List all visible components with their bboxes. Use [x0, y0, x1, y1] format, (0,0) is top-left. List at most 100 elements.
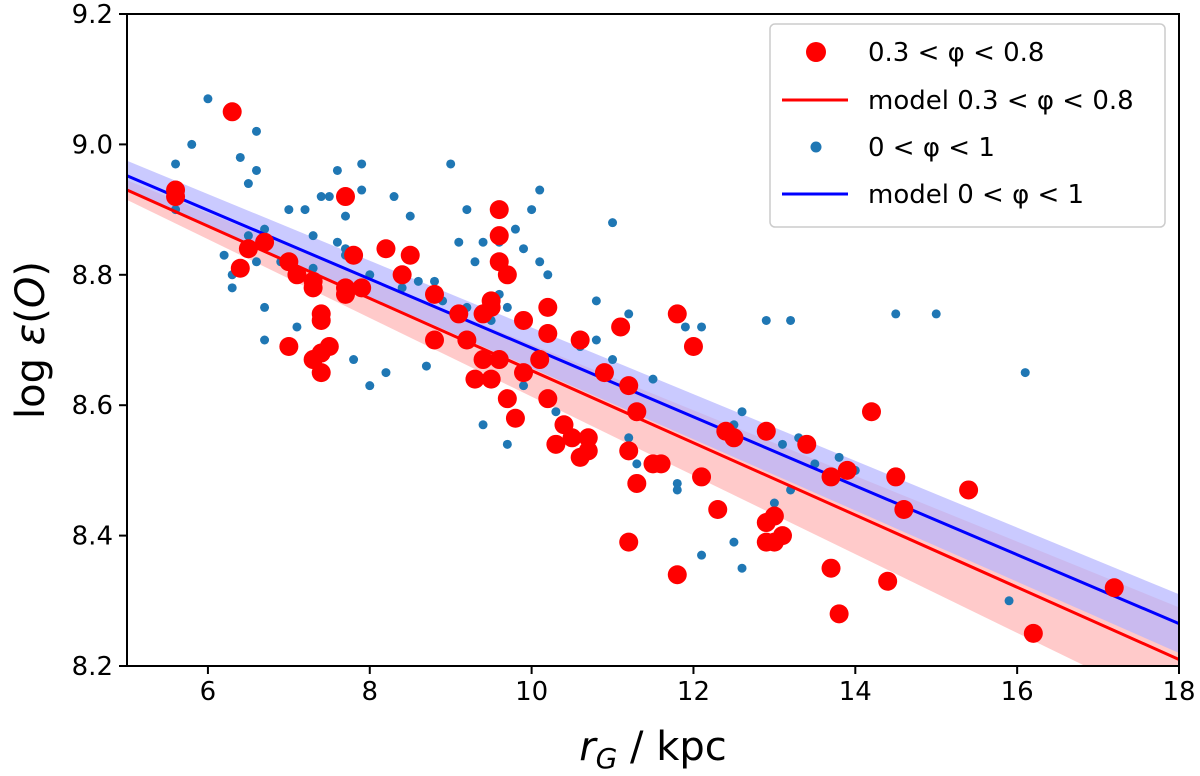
- small-data-point: [260, 335, 270, 345]
- large-data-point: [514, 310, 534, 330]
- large-data-point: [878, 571, 898, 591]
- large-data-point: [489, 226, 509, 246]
- legend-label-small-dots: 0 < φ < 1: [868, 133, 995, 163]
- small-data-point: [527, 205, 537, 215]
- large-data-point: [619, 532, 639, 552]
- large-data-point: [667, 304, 687, 324]
- large-data-point: [319, 337, 339, 357]
- y-tick-label: 9.0: [72, 130, 113, 160]
- small-data-point: [284, 205, 294, 215]
- large-data-point: [481, 369, 501, 389]
- large-data-point: [335, 278, 355, 298]
- plot-frame: [126, 13, 1180, 667]
- x-tick-label: 18: [1162, 677, 1195, 707]
- large-data-point: [505, 408, 525, 428]
- large-data-point: [724, 428, 744, 448]
- small-data-point: [446, 159, 456, 169]
- large-data-point: [764, 506, 784, 526]
- x-tick-label: 16: [1001, 677, 1034, 707]
- small-data-point: [421, 361, 431, 371]
- large-data-point: [886, 467, 906, 487]
- small-data-point: [502, 302, 512, 312]
- x-axis-label: rG / kpc: [579, 724, 727, 775]
- large-data-point: [861, 402, 881, 422]
- small-data-point: [308, 231, 318, 241]
- large-data-point: [1104, 578, 1124, 598]
- large-data-point: [303, 271, 323, 291]
- large-data-point: [667, 565, 687, 585]
- large-data-point: [287, 265, 307, 285]
- large-data-point: [489, 200, 509, 220]
- y-tick-label: 8.8: [72, 261, 113, 291]
- large-data-point: [627, 402, 647, 422]
- large-data-point: [376, 239, 396, 259]
- small-data-point: [672, 478, 682, 488]
- large-data-point: [829, 604, 849, 624]
- small-data-point: [251, 126, 261, 136]
- large-data-point: [570, 330, 590, 350]
- small-data-point: [243, 179, 253, 189]
- large-data-point: [465, 369, 485, 389]
- small-data-point: [219, 250, 229, 260]
- small-data-point: [187, 139, 197, 149]
- small-data-point: [535, 185, 545, 195]
- small-data-point: [1004, 596, 1014, 606]
- x-axis: 6 8 10 12 14 16 18: [200, 666, 1196, 707]
- large-data-point: [497, 389, 517, 409]
- legend-label-blue-model: model 0 < φ < 1: [868, 180, 1084, 210]
- small-data-point: [227, 283, 237, 293]
- large-data-point: [344, 245, 364, 265]
- large-data-point: [279, 337, 299, 357]
- small-data-point: [834, 452, 844, 462]
- small-data-point: [624, 433, 634, 443]
- small-data-point: [769, 498, 779, 508]
- large-data-point: [837, 460, 857, 480]
- small-data-point: [381, 368, 391, 378]
- large-data-point: [352, 278, 372, 298]
- large-data-point: [222, 102, 242, 122]
- small-data-point: [510, 224, 520, 234]
- large-data-point: [546, 434, 566, 454]
- large-data-point: [594, 363, 614, 383]
- large-data-point: [578, 428, 598, 448]
- small-data-point: [591, 335, 601, 345]
- y-tick-label: 9.2: [72, 0, 113, 30]
- small-data-point: [251, 257, 261, 267]
- blue-model-line: [127, 174, 1179, 626]
- y-tick-label: 8.4: [72, 522, 113, 552]
- large-data-point: [230, 258, 250, 278]
- legend-label-red-model: model 0.3 < φ < 0.8: [868, 86, 1134, 116]
- legend-label-large-dots: 0.3 < φ < 0.8: [868, 38, 1044, 68]
- small-data-point: [891, 309, 901, 319]
- small-data-point: [332, 165, 342, 175]
- legend: 0.3 < φ < 0.8 model 0.3 < φ < 0.8 0 < φ …: [769, 23, 1166, 228]
- blue-confidence-band: [127, 160, 1179, 653]
- small-data-point: [761, 315, 771, 325]
- small-data-point: [608, 355, 618, 365]
- large-data-point: [821, 558, 841, 578]
- small-data-point: [357, 159, 367, 169]
- small-data-point: [454, 237, 464, 247]
- small-data-point: [632, 459, 642, 469]
- x-tick-label: 6: [200, 677, 217, 707]
- small-data-point: [260, 224, 270, 234]
- small-data-point: [729, 537, 739, 547]
- small-data-point: [349, 355, 359, 365]
- small-data-point: [931, 309, 941, 319]
- large-data-point: [619, 441, 639, 461]
- large-data-point: [311, 310, 331, 330]
- x-tick-label: 14: [839, 677, 872, 707]
- large-data-point: [457, 330, 477, 350]
- large-data-point: [562, 428, 582, 448]
- y-tick-label: 8.6: [72, 391, 113, 421]
- legend-marker-large-dot: [806, 42, 826, 62]
- legend-box: [769, 23, 1166, 228]
- small-data-point: [397, 283, 407, 293]
- small-data-point: [405, 211, 415, 221]
- small-data-point: [203, 94, 213, 104]
- small-data-point: [737, 563, 747, 573]
- small-data-point: [389, 192, 399, 202]
- small-data-point: [478, 420, 488, 430]
- small-data-point: [672, 485, 682, 495]
